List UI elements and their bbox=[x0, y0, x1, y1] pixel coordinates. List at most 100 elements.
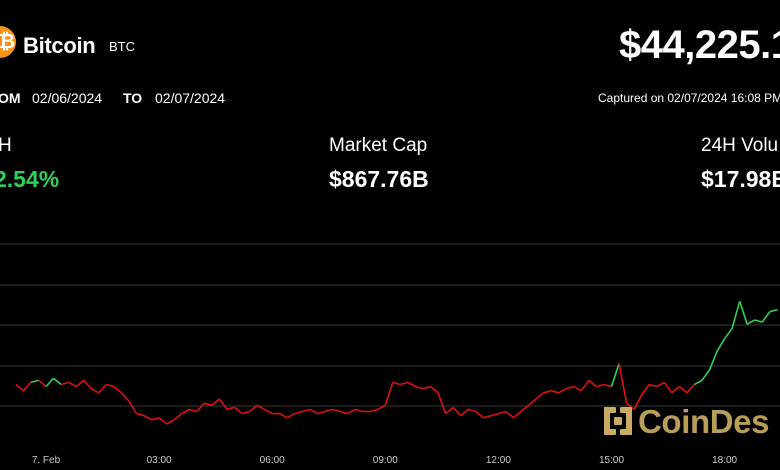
price-segment bbox=[535, 392, 545, 400]
price-segment bbox=[173, 412, 183, 421]
price-segment bbox=[354, 408, 363, 413]
price-segment bbox=[22, 381, 32, 392]
price-segment bbox=[761, 311, 771, 323]
price-segment bbox=[211, 398, 220, 406]
price-segment bbox=[754, 319, 763, 323]
price-segment bbox=[596, 383, 605, 388]
price-segment bbox=[437, 392, 447, 414]
coindesk-logo-icon bbox=[604, 407, 632, 435]
price-segment bbox=[566, 385, 575, 390]
price-segment bbox=[663, 381, 673, 394]
x-axis-ticks: 7. Feb 03:00 06:00 09:00 12:00 15:00 18:00 bbox=[32, 455, 738, 466]
price-segment bbox=[769, 308, 778, 313]
price-segment bbox=[45, 377, 55, 388]
price-segment bbox=[738, 301, 748, 325]
x-tick-label: 15:00 bbox=[599, 455, 624, 466]
x-tick-label: 12:00 bbox=[486, 455, 511, 466]
chart-gridlines bbox=[0, 243, 780, 407]
price-segment bbox=[588, 379, 597, 388]
x-tick-label: 03:00 bbox=[147, 455, 172, 466]
price-segment bbox=[429, 385, 439, 394]
price-segment bbox=[452, 406, 462, 417]
change-label: H bbox=[0, 135, 12, 156]
price-segment bbox=[369, 408, 379, 413]
bitcoin-logo-icon: ₿ bbox=[0, 26, 16, 58]
price-segment bbox=[723, 327, 733, 340]
price-segment bbox=[286, 412, 296, 419]
market-cap-label: Market Cap bbox=[329, 135, 428, 156]
price-segment bbox=[226, 406, 235, 411]
price-segment bbox=[233, 406, 243, 415]
price-segment bbox=[656, 381, 665, 388]
price-segment bbox=[241, 410, 250, 415]
price-segment bbox=[143, 414, 152, 421]
price-segment bbox=[626, 402, 635, 411]
price-segment bbox=[498, 410, 507, 415]
price-segment bbox=[302, 408, 311, 413]
price-segment bbox=[603, 383, 612, 388]
price-segment bbox=[136, 412, 145, 417]
from-date[interactable]: 02/06/2024 bbox=[32, 90, 103, 106]
price-segment bbox=[746, 319, 756, 325]
price-segment bbox=[106, 383, 115, 388]
price-segment bbox=[701, 369, 711, 381]
x-tick-label: 18:00 bbox=[712, 455, 737, 466]
captured-timestamp: Captured on 02/07/2024 16:08 PM bbox=[598, 91, 780, 105]
price-segment bbox=[189, 408, 198, 413]
price-segment bbox=[520, 404, 530, 413]
price-segment bbox=[558, 387, 567, 394]
x-tick-label: 09:00 bbox=[373, 455, 398, 466]
price-segment bbox=[120, 392, 130, 402]
from-label: OM bbox=[0, 90, 21, 106]
price-segment bbox=[686, 383, 695, 394]
price-segment bbox=[467, 408, 477, 413]
price-segment bbox=[15, 383, 24, 392]
price-segment bbox=[573, 385, 582, 392]
price-segment bbox=[618, 363, 628, 404]
price-segment bbox=[415, 385, 424, 390]
price-segment bbox=[317, 410, 326, 415]
change-value: 2.54% bbox=[0, 166, 60, 192]
price-segment bbox=[90, 387, 100, 394]
price-segment bbox=[580, 379, 590, 392]
to-label: TO bbox=[123, 90, 143, 106]
price-segment bbox=[694, 379, 703, 386]
price-segment bbox=[218, 398, 228, 410]
price-segment bbox=[166, 419, 175, 425]
price-segment bbox=[347, 408, 356, 415]
price-segment bbox=[392, 381, 401, 386]
price-segment bbox=[384, 382, 394, 406]
price-segment bbox=[641, 384, 650, 396]
price-segment bbox=[68, 381, 77, 388]
price-line bbox=[15, 301, 778, 425]
price-segment bbox=[671, 385, 680, 394]
price-segment bbox=[60, 381, 69, 386]
volume-value: $17.98B bbox=[701, 166, 780, 192]
price-segment bbox=[37, 379, 47, 388]
price-segment bbox=[648, 383, 657, 388]
price-segment bbox=[528, 398, 537, 406]
x-tick-label: 7. Feb bbox=[32, 455, 61, 466]
price-segment bbox=[339, 410, 348, 415]
price-segment bbox=[83, 379, 92, 390]
price-segment bbox=[731, 301, 741, 329]
price-segment bbox=[52, 377, 62, 386]
price-segment bbox=[633, 394, 643, 410]
price-segment bbox=[716, 338, 726, 352]
price-segment bbox=[196, 402, 205, 413]
to-date[interactable]: 02/07/2024 bbox=[155, 90, 226, 106]
market-cap-value: $867.76B bbox=[329, 166, 429, 192]
x-tick-label: 06:00 bbox=[260, 455, 285, 466]
price-segment bbox=[264, 408, 273, 415]
price-segment bbox=[204, 402, 213, 407]
price-segment bbox=[377, 404, 386, 411]
price-segment bbox=[151, 417, 160, 421]
price-segment bbox=[483, 414, 492, 419]
price-segment bbox=[460, 408, 469, 417]
price-segment bbox=[505, 410, 515, 419]
price-segment bbox=[113, 385, 122, 394]
price-segment bbox=[75, 379, 85, 388]
coin-name: Bitcoin bbox=[23, 33, 96, 58]
price-segment bbox=[158, 417, 168, 425]
